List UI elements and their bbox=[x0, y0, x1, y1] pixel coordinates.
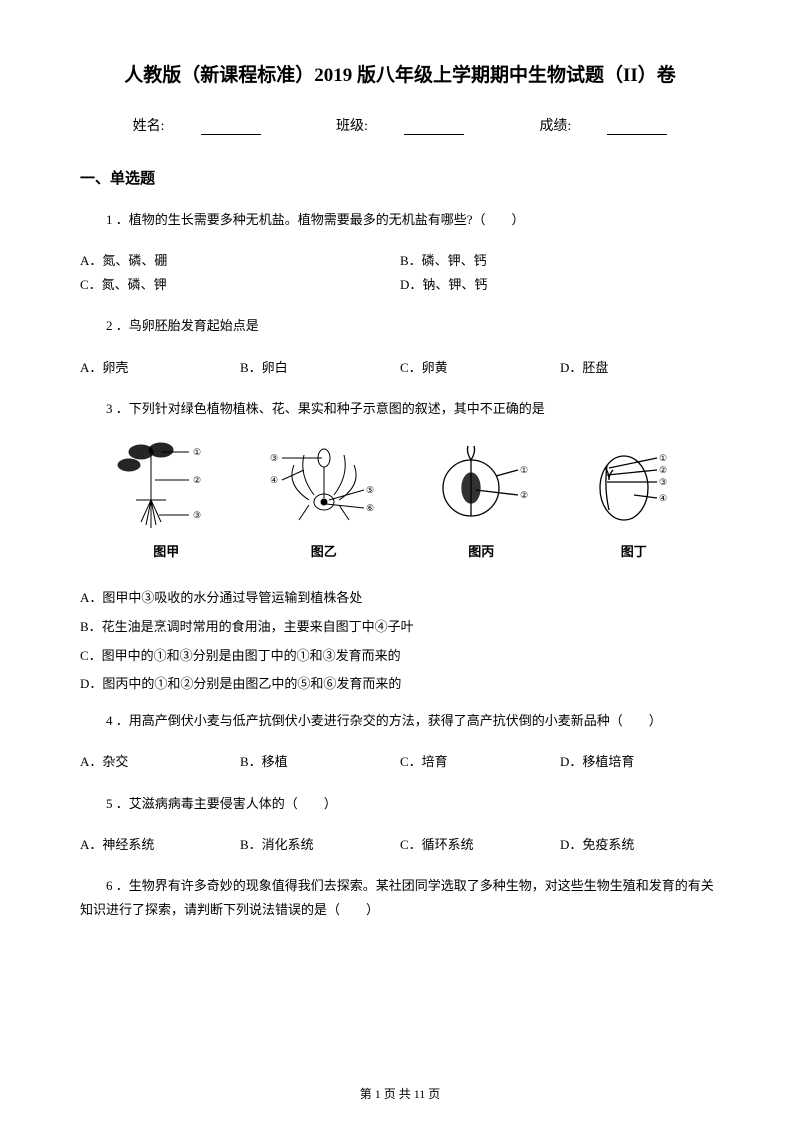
q1-option-d: D．钠、钾、钙 bbox=[400, 273, 720, 296]
q4-option-d: D．移植培育 bbox=[560, 750, 720, 773]
diagram-container: ① ② ③ 图甲 ③ ④ bbox=[90, 440, 710, 560]
name-field: 姓名: bbox=[115, 119, 279, 134]
svg-text:⑤: ⑤ bbox=[366, 485, 374, 495]
q4-option-b: B．移植 bbox=[240, 750, 400, 773]
class-field: 班级: bbox=[318, 119, 482, 134]
question-5-options: A．神经系统 B．消化系统 C．循环系统 D．免疫系统 bbox=[80, 833, 720, 856]
question-1-text: 1 ．植物的生长需要多种无机盐。植物需要最多的无机盐有哪些?（ ） bbox=[80, 208, 720, 231]
document-title: 人教版（新课程标准）2019 版八年级上学期期中生物试题（II）卷 bbox=[80, 60, 720, 87]
page-footer: 第 1 页 共 11 页 bbox=[0, 1085, 800, 1102]
svg-text:①: ① bbox=[193, 447, 201, 457]
diagram-jia-label: 图甲 bbox=[111, 541, 221, 560]
question-6-text: 6 ．生物界有许多奇妙的现象值得我们去探索。某社团同学选取了多种生物，对这些生物… bbox=[80, 874, 720, 921]
q3-option-c: C．图甲中的①和③分别是由图丁中的①和③发育而来的 bbox=[80, 642, 720, 671]
svg-text:②: ② bbox=[193, 475, 201, 485]
plant-diagram-icon: ① ② ③ bbox=[111, 440, 221, 535]
svg-text:③: ③ bbox=[659, 477, 667, 487]
q2-option-a: A．卵壳 bbox=[80, 356, 240, 379]
question-3-options: A．图甲中③吸收的水分通过导管运输到植株各处 B．花生油是烹调时常用的食用油，主… bbox=[80, 584, 720, 698]
diagram-yi: ③ ④ ⑤ ⑥ 图乙 bbox=[264, 440, 384, 560]
svg-text:②: ② bbox=[520, 490, 528, 500]
q5-option-d: D．免疫系统 bbox=[560, 833, 720, 856]
section-header: 一、单选题 bbox=[80, 167, 720, 188]
svg-text:⑥: ⑥ bbox=[366, 503, 374, 513]
question-2-text: 2 ．鸟卵胚胎发育起始点是 bbox=[80, 314, 720, 337]
seed-diagram-icon: ① ② ③ ④ bbox=[579, 440, 689, 535]
diagram-yi-label: 图乙 bbox=[264, 541, 384, 560]
diagram-ding-label: 图丁 bbox=[579, 541, 689, 560]
diagram-bing-label: 图丙 bbox=[426, 541, 536, 560]
info-line: 姓名: 班级: 成绩: bbox=[80, 115, 720, 135]
fruit-diagram-icon: ① ② bbox=[426, 440, 536, 535]
svg-text:④: ④ bbox=[659, 493, 667, 503]
question-5-text: 5 ．艾滋病病毒主要侵害人体的（ ） bbox=[80, 792, 720, 815]
flower-diagram-icon: ③ ④ ⑤ ⑥ bbox=[264, 440, 384, 535]
q4-option-c: C．培育 bbox=[400, 750, 560, 773]
question-1-options: A．氮、磷、硼 B．磷、钾、钙 C．氮、磷、钾 D．钠、钾、钙 bbox=[80, 249, 720, 296]
diagram-jia: ① ② ③ 图甲 bbox=[111, 440, 221, 560]
question-4-options: A．杂交 B．移植 C．培育 D．移植培育 bbox=[80, 750, 720, 773]
svg-text:②: ② bbox=[659, 465, 667, 475]
svg-text:③: ③ bbox=[193, 510, 201, 520]
svg-text:①: ① bbox=[520, 465, 528, 475]
q3-option-b: B．花生油是烹调时常用的食用油，主要来自图丁中④子叶 bbox=[80, 613, 720, 642]
score-field: 成绩: bbox=[521, 119, 685, 134]
question-2-options: A．卵壳 B．卵白 C．卵黄 D．胚盘 bbox=[80, 356, 720, 379]
q1-option-b: B．磷、钾、钙 bbox=[400, 249, 720, 272]
q3-option-d: D．图丙中的①和②分别是由图乙中的⑤和⑥发育而来的 bbox=[80, 670, 720, 699]
question-3-text: 3 ．下列针对绿色植物植株、花、果实和种子示意图的叙述，其中不正确的是 bbox=[80, 397, 720, 420]
diagram-ding: ① ② ③ ④ 图丁 bbox=[579, 440, 689, 560]
q2-option-c: C．卵黄 bbox=[400, 356, 560, 379]
q2-option-d: D．胚盘 bbox=[560, 356, 720, 379]
svg-text:③: ③ bbox=[270, 453, 278, 463]
q5-option-c: C．循环系统 bbox=[400, 833, 560, 856]
svg-text:①: ① bbox=[659, 453, 667, 463]
q5-option-a: A．神经系统 bbox=[80, 833, 240, 856]
q3-option-a: A．图甲中③吸收的水分通过导管运输到植株各处 bbox=[80, 584, 720, 613]
q5-option-b: B．消化系统 bbox=[240, 833, 400, 856]
q1-option-a: A．氮、磷、硼 bbox=[80, 249, 400, 272]
q2-option-b: B．卵白 bbox=[240, 356, 400, 379]
diagram-bing: ① ② 图丙 bbox=[426, 440, 536, 560]
svg-text:④: ④ bbox=[270, 475, 278, 485]
q1-option-c: C．氮、磷、钾 bbox=[80, 273, 400, 296]
q4-option-a: A．杂交 bbox=[80, 750, 240, 773]
question-4-text: 4 ．用高产倒伏小麦与低产抗倒伏小麦进行杂交的方法，获得了高产抗伏倒的小麦新品种… bbox=[80, 709, 720, 732]
